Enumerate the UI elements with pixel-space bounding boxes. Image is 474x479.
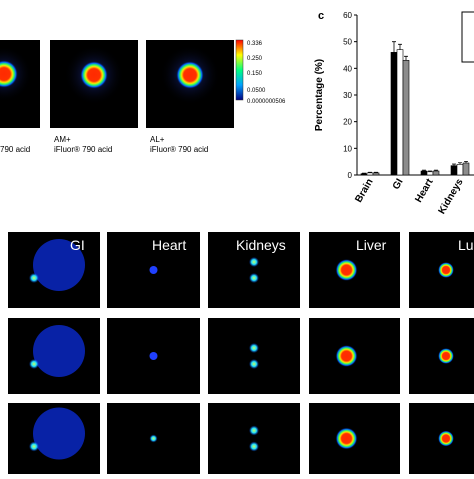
caption: AL+: [150, 135, 165, 144]
organ-label: Liver: [356, 237, 387, 253]
bar: [390, 52, 398, 176]
caption: AM+: [54, 135, 71, 144]
legend-box: [461, 11, 474, 63]
organ-signal: [33, 407, 85, 460]
organ-signal: [33, 239, 85, 291]
image-panel: [208, 318, 300, 394]
error-bar: [422, 169, 426, 171]
x-tick-label: GI: [391, 177, 406, 192]
organ-signal: [438, 348, 454, 364]
error-bar: [458, 162, 462, 165]
organ-signal: [29, 359, 39, 369]
organ-signal: [249, 425, 259, 436]
organ-signal: [149, 266, 158, 274]
error-bar: [452, 163, 456, 166]
y-tick-label: 20: [343, 118, 352, 127]
organ-signal: [29, 273, 39, 283]
y-tick-label: 40: [343, 64, 352, 73]
organ-signal: [249, 273, 259, 283]
organ-signal: [438, 430, 454, 447]
organ-signal: [249, 343, 259, 353]
colorbar-label: 0.150: [247, 71, 263, 77]
y-tick-label: 0: [348, 171, 353, 180]
error-bar: [374, 171, 378, 173]
bar: [402, 60, 410, 176]
image-panel: [208, 232, 300, 308]
x-tick-label: Kidneys: [437, 177, 466, 217]
error-bar: [428, 170, 432, 172]
error-bar: [434, 169, 438, 171]
caption: 790 acid: [0, 145, 30, 154]
bar: [360, 173, 368, 176]
colorbar-label: 0.336: [247, 41, 263, 47]
bar: [450, 165, 458, 176]
y-axis-label: Percentage (%): [314, 59, 325, 131]
organ-signal: [249, 359, 259, 369]
organ-signal: [149, 434, 158, 443]
image-grid: GI Heart Kidneys Liver Lu: [8, 232, 474, 474]
organ-label: Lu: [458, 237, 474, 253]
bar: [372, 172, 380, 176]
caption: iFluor® 790 acid: [54, 145, 112, 154]
bar-chart: c Percentage (%) 0 10 20 30 40 50 60 Brain GI Heart…: [314, 10, 474, 216]
bar: [462, 162, 470, 176]
colorbar: [235, 39, 244, 101]
organ-label: Kidneys: [236, 237, 286, 253]
x-tick-label: Brain: [353, 177, 375, 205]
panel-letter: c: [318, 10, 324, 22]
organ-signal: [335, 345, 358, 367]
top-images: [0, 39, 244, 128]
organ-signal: [149, 352, 158, 360]
organ-signal: [33, 325, 85, 377]
error-bar: [398, 43, 402, 50]
organ-signal: [249, 441, 259, 452]
organ-signal: [249, 257, 259, 267]
organ-label: GI: [70, 237, 85, 253]
organ-signal: [438, 262, 454, 278]
y-tick-label: 10: [343, 144, 352, 153]
organ-signal: [335, 259, 358, 281]
bar: [396, 49, 404, 176]
bar: [426, 171, 434, 176]
y-tick-label: 50: [343, 38, 352, 47]
organ-label: Heart: [152, 237, 186, 253]
error-bar: [404, 55, 408, 61]
bar: [420, 170, 428, 176]
x-tick-label: Heart: [413, 176, 436, 204]
caption: iFluor® 790 acid: [150, 145, 208, 154]
bar: [456, 164, 464, 176]
bar: [366, 172, 374, 176]
colorbar-label: 0.250: [247, 56, 263, 62]
error-bar: [362, 172, 366, 174]
error-bar: [368, 171, 372, 173]
y-tick-label: 60: [343, 11, 352, 20]
organ-signal: [29, 441, 39, 452]
error-bar: [392, 41, 396, 53]
bar: [432, 170, 440, 176]
image-panel: [208, 403, 300, 474]
colorbar-label: 0.0500: [247, 88, 266, 94]
colorbar-label: 0.0000000506: [247, 99, 286, 105]
organ-signal: [335, 427, 358, 450]
y-tick-label: 30: [343, 91, 352, 100]
error-bar: [464, 161, 468, 163]
